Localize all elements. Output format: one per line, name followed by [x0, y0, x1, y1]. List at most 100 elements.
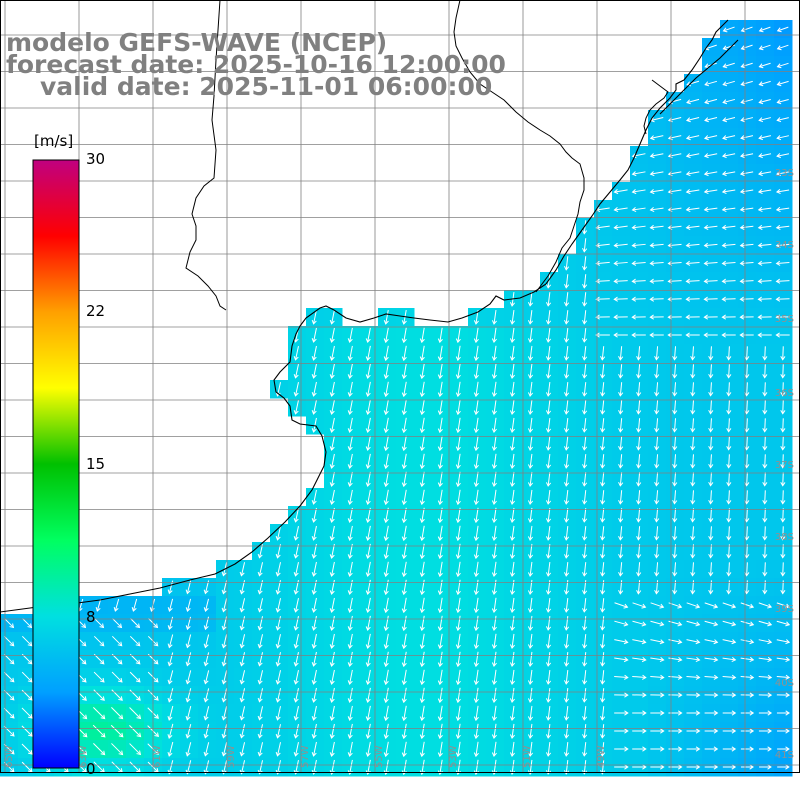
wind-arrow	[618, 436, 624, 451]
wind-arrow	[293, 742, 299, 757]
wind-arrow	[491, 345, 497, 362]
wind-arrow	[708, 490, 714, 505]
wind-arrow	[401, 399, 407, 416]
wind-arrow	[762, 436, 768, 451]
wind-arrow	[739, 332, 754, 338]
wind-arrow	[654, 400, 660, 415]
wind-arrow	[311, 489, 317, 505]
wind-arrow	[185, 706, 192, 721]
wind-arrow	[129, 689, 141, 701]
wind-arrow	[618, 508, 624, 523]
wind-arrow	[582, 472, 588, 487]
wind-arrow	[703, 332, 718, 338]
wind-arrow	[419, 615, 425, 632]
wind-arrow	[509, 310, 516, 325]
wind-arrow	[365, 507, 371, 524]
wind-arrow	[401, 633, 407, 650]
wind-arrow	[722, 639, 737, 645]
wind-arrow	[632, 710, 647, 716]
wind-arrow	[582, 562, 588, 577]
wind-arrow	[758, 728, 773, 734]
wind-arrow	[329, 669, 335, 685]
wind-arrow	[401, 381, 407, 398]
wind-arrow	[654, 346, 660, 361]
wind-arrow	[650, 620, 665, 627]
wind-arrow	[239, 562, 246, 577]
wind-arrow	[636, 418, 642, 433]
wind-arrow	[672, 346, 678, 361]
wind-arrow	[275, 652, 281, 667]
river-outline	[453, 0, 585, 293]
wind-arrow	[293, 508, 299, 523]
wind-arrow	[654, 544, 660, 559]
wind-arrow	[758, 135, 772, 141]
wind-arrow	[347, 669, 353, 686]
wind-arrow	[437, 327, 443, 344]
wind-arrow	[618, 382, 624, 397]
wind-arrow	[527, 345, 534, 361]
wind-arrow	[329, 327, 335, 343]
wind-arrow	[221, 670, 228, 685]
wind-arrow	[776, 656, 791, 662]
wind-arrow	[672, 400, 678, 415]
wind-arrow	[491, 327, 497, 344]
wind-arrow	[257, 562, 264, 577]
wind-arrow	[726, 508, 732, 523]
wind-arrow	[721, 278, 736, 284]
wind-arrow	[473, 615, 479, 632]
wind-arrow	[329, 705, 335, 721]
wind-arrow	[509, 345, 515, 362]
wind-arrow	[582, 670, 588, 685]
wind-arrow	[419, 687, 425, 704]
wind-arrow	[221, 742, 228, 757]
wind-arrow	[401, 471, 407, 488]
wind-arrow	[757, 260, 772, 266]
wind-arrow	[582, 328, 588, 343]
wind-arrow	[129, 707, 142, 720]
wind-arrow	[21, 725, 33, 737]
wind-arrow	[257, 616, 264, 631]
wind-arrow	[221, 634, 228, 649]
wind-arrow	[722, 620, 737, 627]
wind-arrow	[545, 741, 552, 757]
wind-arrow	[690, 562, 696, 577]
wind-arrow	[401, 561, 407, 578]
wind-arrow	[347, 687, 353, 704]
wind-arrow	[704, 764, 719, 770]
wind-arrow	[686, 639, 701, 645]
wind-arrow	[703, 224, 718, 230]
wind-arrow	[564, 724, 570, 739]
wind-arrow	[703, 278, 718, 284]
wind-arrow	[564, 652, 570, 667]
wind-arrow	[672, 436, 678, 451]
wind-arrow	[473, 633, 479, 650]
wind-arrow	[545, 417, 552, 433]
wind-arrow	[740, 728, 755, 734]
wind-arrow	[239, 616, 246, 631]
wind-arrow	[649, 314, 664, 320]
wind-arrow	[686, 80, 700, 87]
wind-arrow	[545, 705, 552, 721]
wind-arrow	[762, 364, 768, 379]
wind-arrow	[93, 689, 105, 701]
wind-arrow	[347, 561, 353, 578]
wind-arrow	[545, 687, 552, 703]
wind-arrow	[776, 26, 789, 33]
wind-arrow	[685, 314, 700, 320]
wind-arrow	[632, 746, 647, 752]
wind-arrow	[347, 525, 353, 542]
wind-arrow	[564, 418, 570, 433]
wind-arrow	[419, 705, 425, 722]
wind-arrow	[3, 707, 15, 719]
wind-arrow	[257, 706, 264, 721]
wind-arrow	[383, 669, 389, 686]
wind-arrow	[93, 743, 106, 756]
wind-arrow	[650, 656, 665, 663]
wind-arrow	[437, 741, 443, 758]
wind-arrow	[564, 256, 570, 271]
wind-arrow	[704, 692, 719, 698]
wind-arrow	[582, 292, 588, 307]
wind-arrow	[564, 436, 570, 451]
wind-arrow	[703, 314, 718, 320]
wind-arrow	[564, 310, 570, 325]
